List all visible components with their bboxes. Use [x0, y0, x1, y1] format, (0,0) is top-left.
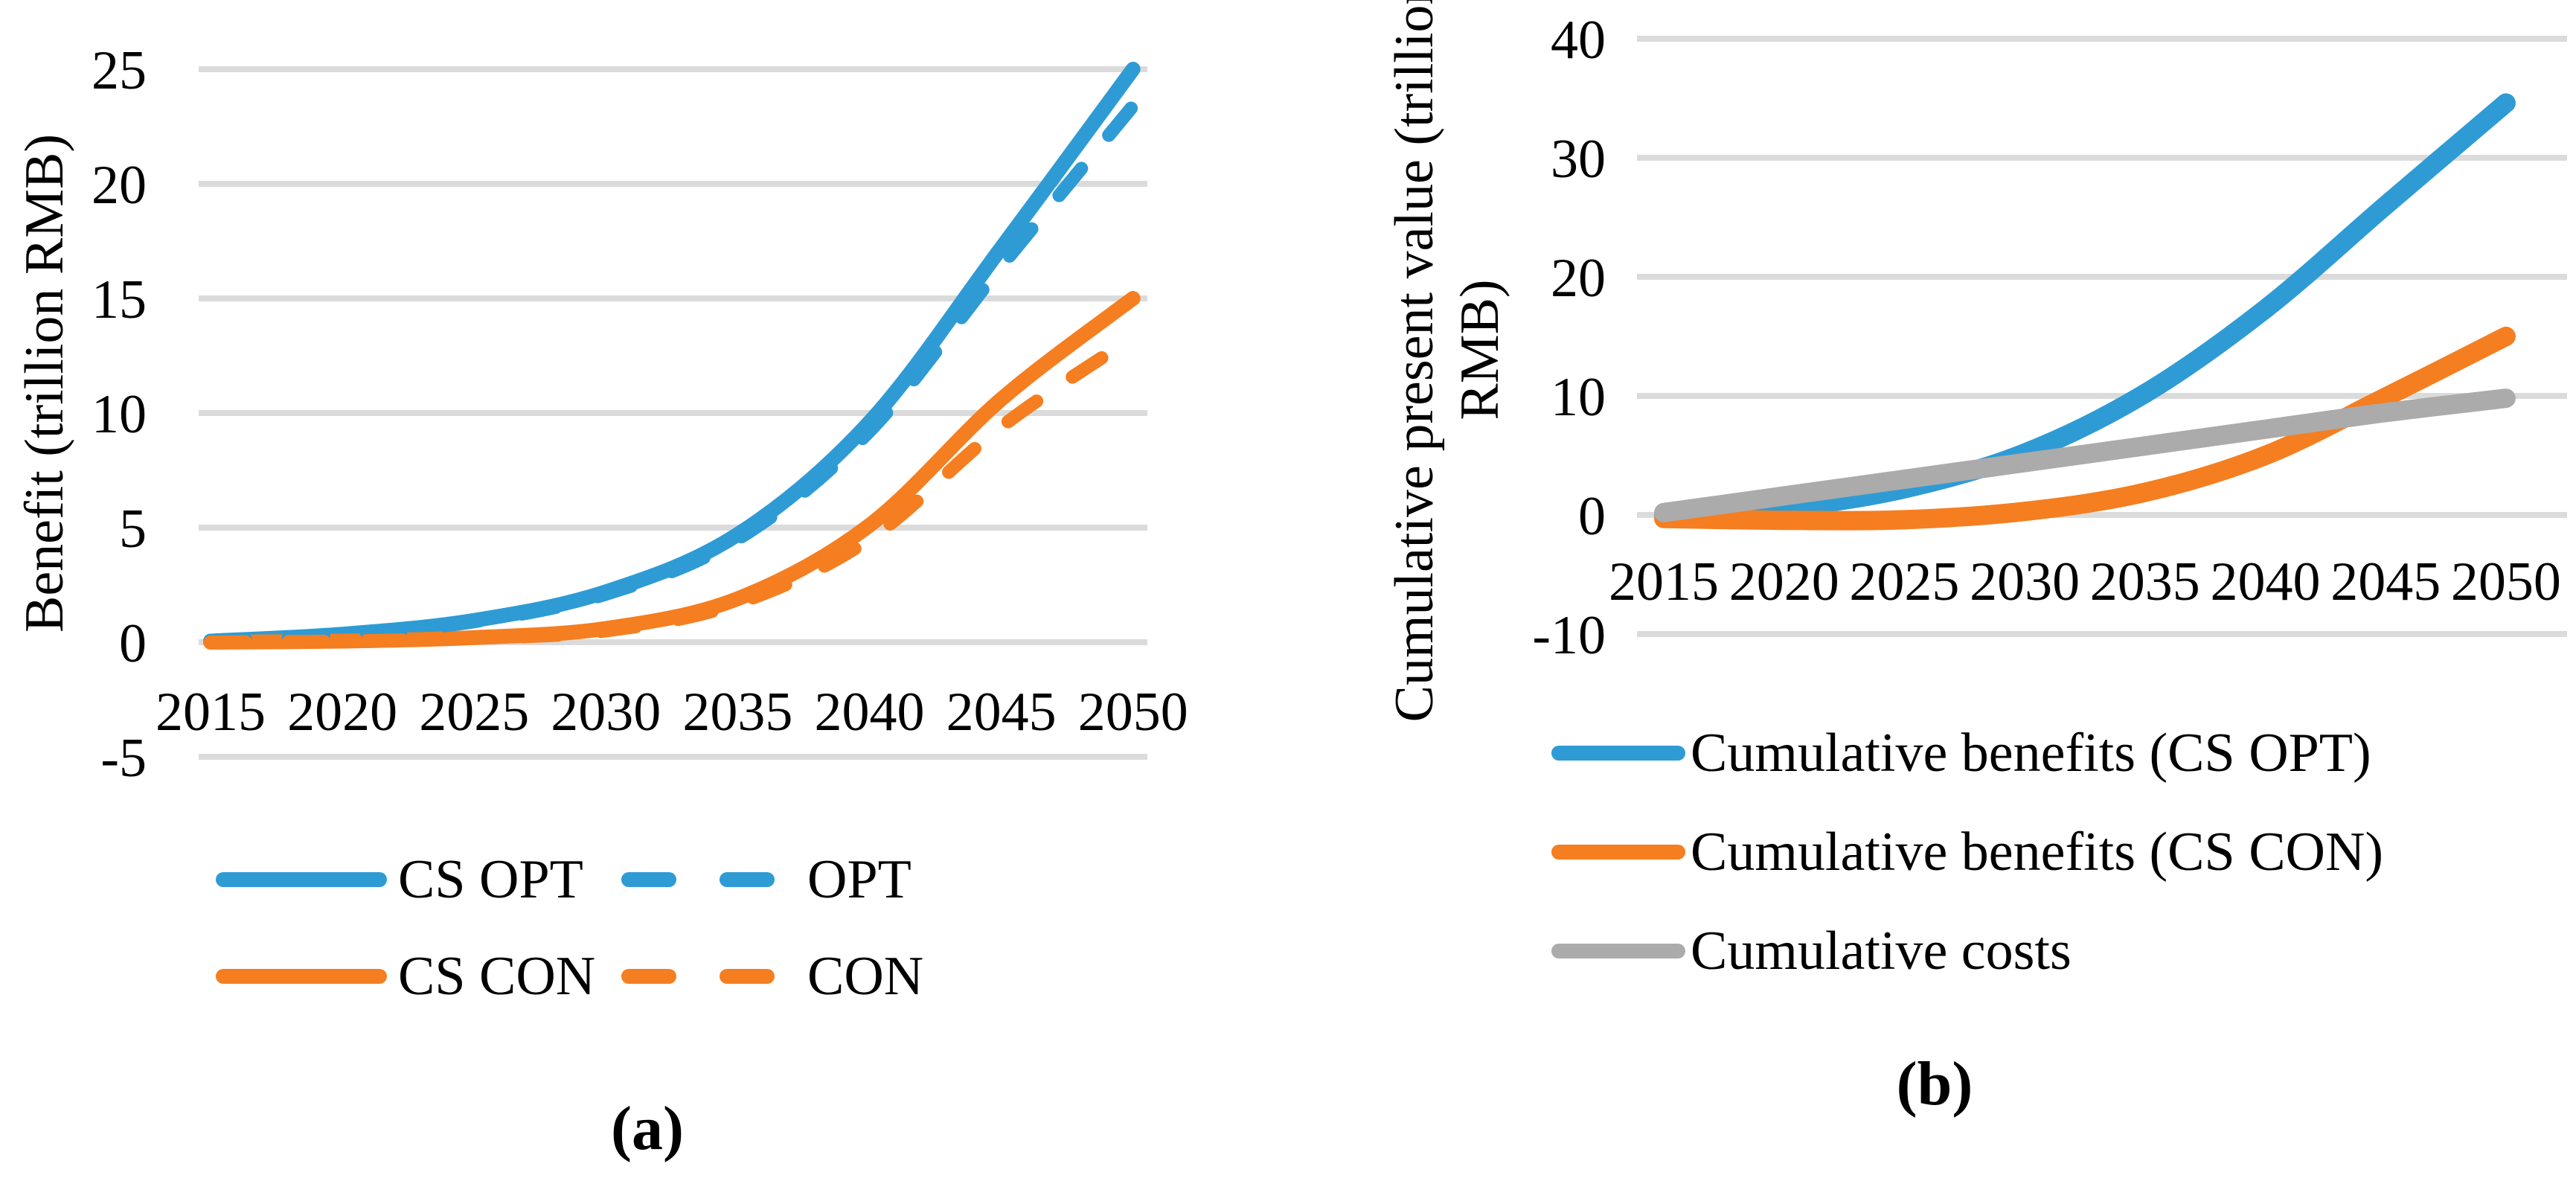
- dash-segment: [621, 969, 676, 984]
- dash-segment: [720, 872, 775, 887]
- x-tick-label: 2050: [1078, 682, 1188, 743]
- panel-b-y-axis-title: Cumulative present value (trillion RMB): [1382, 0, 1513, 774]
- legend-swatch-con: [621, 969, 775, 984]
- x-tick-label: 2035: [2090, 551, 2200, 612]
- y-tick-label: 5: [119, 499, 147, 560]
- series-line-cumulative-benefits-cs-opt: [1654, 93, 2516, 525]
- y-tick-label: 0: [1578, 486, 1606, 547]
- x-tick-label: 2015: [156, 682, 266, 743]
- panel-a-caption: (a): [611, 1094, 684, 1163]
- legend-swatch-cumulative-benefits-cs-opt: [1551, 746, 1685, 761]
- dash-segment: [720, 969, 775, 984]
- x-tick-label: 2030: [1970, 551, 2080, 612]
- x-tick-label: 2045: [946, 682, 1057, 743]
- y-tick-label: 0: [119, 613, 147, 674]
- legend-label-con: CON: [807, 946, 924, 1007]
- y-tick-label: 20: [92, 155, 147, 216]
- series-line-cs-opt: [203, 62, 1141, 649]
- legend-label-cumulative-costs: Cumulative costs: [1691, 921, 2072, 982]
- panel-b-y-axis-title-line1: Cumulative present value (trillion: [1384, 0, 1445, 723]
- y-tick-label: 25: [92, 40, 147, 101]
- legend-row: CS CON CON: [0, 939, 2576, 1014]
- x-tick-label: 2035: [682, 682, 792, 743]
- x-tick-label: 2025: [419, 682, 529, 743]
- panel-b-y-axis-title-line2: RMB): [1449, 279, 1510, 420]
- legend-swatch-cumulative-costs: [1551, 944, 1685, 958]
- legend-swatch-cs-opt: [216, 872, 387, 887]
- x-tick-label: 2030: [551, 682, 661, 743]
- legend-label-cumulative-benefits-cs-opt: Cumulative benefits (CS OPT): [1691, 723, 2371, 784]
- legend-swatch-cs-con: [216, 969, 387, 984]
- series-line-cumulative-costs: [1654, 388, 2516, 522]
- legend-label-cumulative-benefits-cs-con: Cumulative benefits (CS CON): [1691, 822, 2384, 883]
- panel-b-caption: (b): [1896, 1049, 1973, 1118]
- legend-row: Cumulative costs: [0, 914, 2576, 988]
- legend-label-cs-opt: CS OPT: [398, 849, 583, 910]
- x-tick-label: 2045: [2330, 551, 2441, 612]
- x-tick-label: 2015: [1609, 551, 1719, 612]
- legend-label-opt: OPT: [807, 849, 911, 910]
- y-tick-label: 10: [1551, 367, 1606, 428]
- y-tick-label: 10: [92, 384, 147, 445]
- x-tick-label: 2040: [2211, 551, 2321, 612]
- x-tick-label: 2025: [1849, 551, 1959, 612]
- dash-segment: [621, 872, 676, 887]
- y-tick-label: -10: [1532, 605, 1606, 666]
- panel-a-y-axis-title-text: Benefit (trillion RMB): [14, 133, 75, 633]
- x-tick-label: 2020: [1729, 551, 1839, 612]
- y-tick-label: 30: [1551, 129, 1606, 190]
- legend-swatch-cumulative-benefits-cs-con: [1551, 845, 1685, 860]
- x-tick-label: 2040: [815, 682, 925, 743]
- legend-row: Cumulative benefits (CS CON): [0, 815, 2576, 889]
- series-line-opt: [204, 99, 1140, 648]
- y-tick-label: -5: [100, 728, 147, 789]
- x-tick-label: 2020: [287, 682, 397, 743]
- series-line-cumulative-benefits-cs-con: [1654, 327, 2516, 531]
- y-tick-label: 40: [1551, 10, 1606, 71]
- series-line-con: [204, 330, 1140, 649]
- y-tick-label: 20: [1551, 248, 1606, 309]
- legend-label-cs-con: CS CON: [398, 946, 596, 1007]
- panel-a-y-axis-title: Benefit (trillion RMB): [11, 0, 78, 793]
- series-line-cs-con: [203, 291, 1141, 650]
- y-tick-label: 15: [92, 269, 147, 330]
- legend-swatch-opt: [621, 872, 775, 887]
- legend-row: Cumulative benefits (CS OPT): [0, 716, 2576, 790]
- legend-row: CS OPT OPT: [0, 842, 2576, 917]
- x-tick-label: 2050: [2451, 551, 2561, 612]
